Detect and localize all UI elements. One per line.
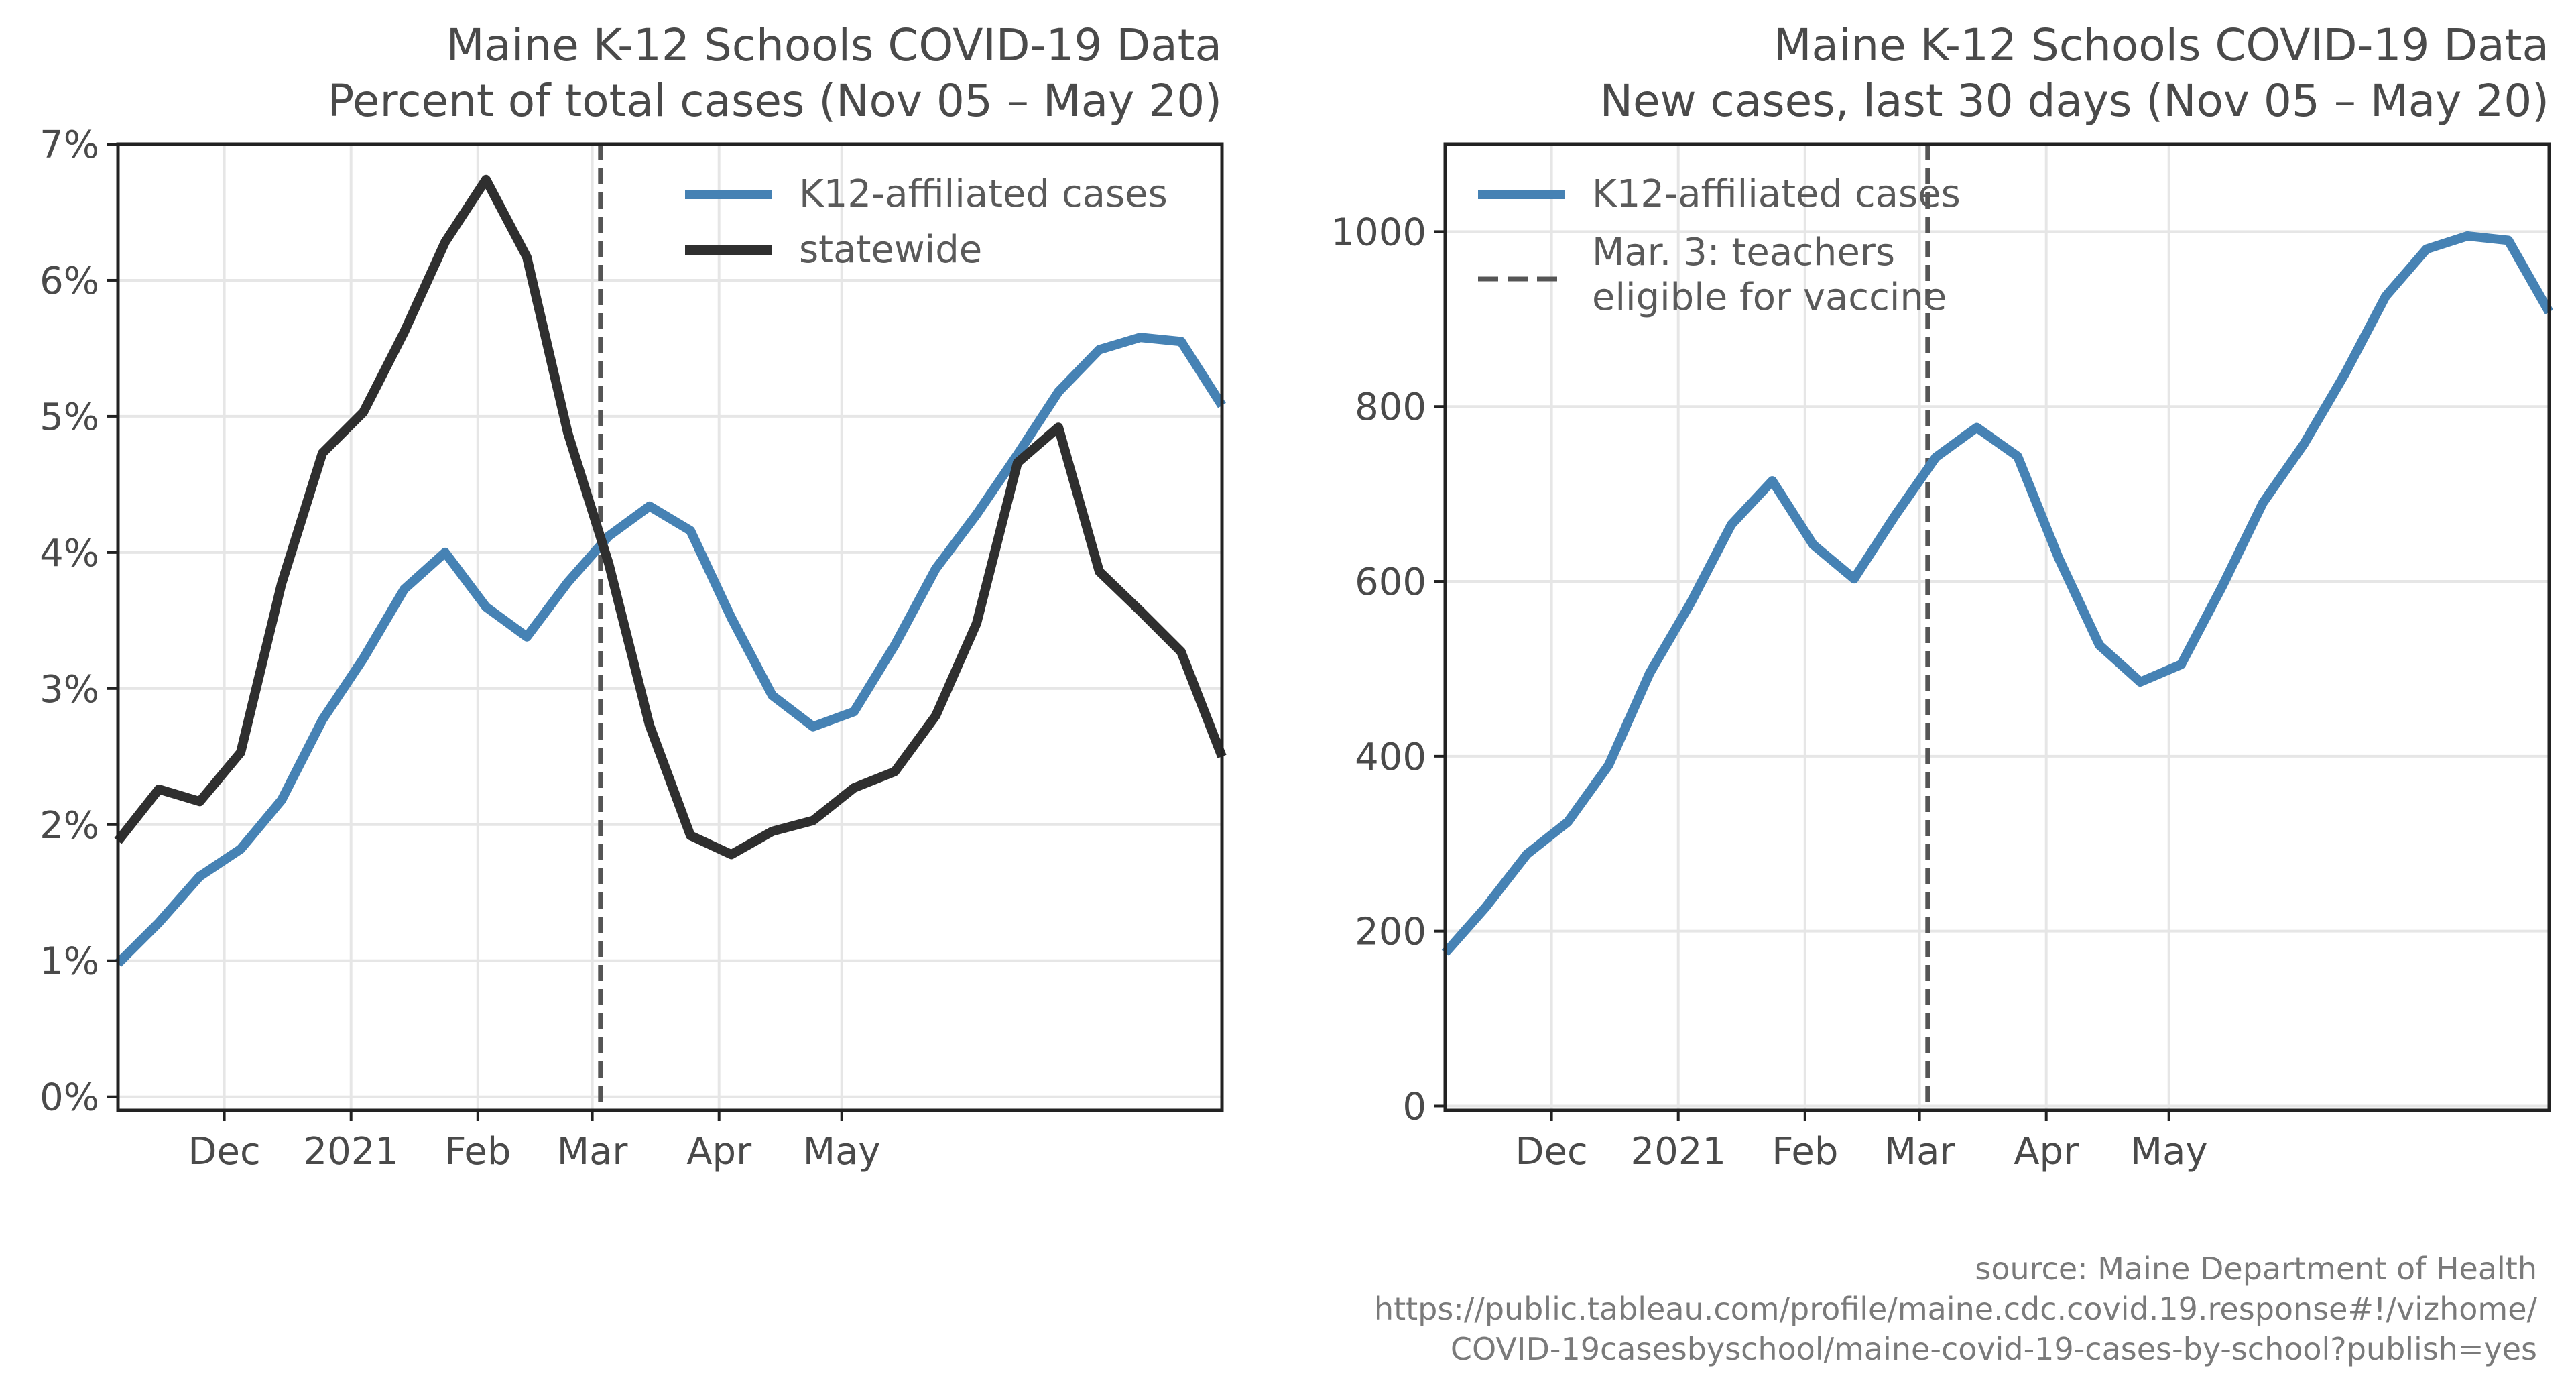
- y-tick-label: 1000: [1331, 211, 1426, 254]
- right-x-axis: Dec 2021 Feb Mar Apr May: [1515, 1110, 2208, 1173]
- y-tick-label: 0%: [40, 1076, 99, 1120]
- y-tick-label: 6%: [40, 259, 99, 303]
- y-tick-label: 7%: [40, 123, 99, 167]
- right-y-axis: 0 200 400 600 800 1000: [1331, 211, 1445, 1128]
- x-tick-label: Feb: [1772, 1130, 1838, 1173]
- legend-label-statewide: statewide: [799, 228, 982, 272]
- y-tick-label: 3%: [40, 668, 99, 711]
- left-chart-subtitle: Percent of total cases (Nov 05 – May 20): [327, 75, 1222, 127]
- left-x-axis: Dec 2021 Feb Mar Apr May: [188, 1110, 881, 1173]
- series-line-statewide: [114, 174, 1227, 860]
- left-chart-title: Maine K-12 Schools COVID-19 Data: [446, 19, 1222, 71]
- right-series-lines: [1441, 231, 2554, 956]
- series-line-k12-affiliated-cases: [115, 333, 1226, 967]
- y-tick-label: 0: [1402, 1085, 1426, 1128]
- source-line-3: COVID-19casesbyschool/maine-covid-19-cas…: [1451, 1331, 2537, 1367]
- y-tick-label: 400: [1355, 736, 1426, 779]
- legend-label-k12: K12-affiliated cases: [1592, 172, 1961, 216]
- right-chart-subtitle: New cases, last 30 days (Nov 05 – May 20…: [1600, 75, 2549, 127]
- chart-percent-of-total: Maine K-12 Schools COVID-19 Data Percent…: [40, 19, 1227, 1173]
- left-y-axis: 0% 1% 2% 3% 4% 5% 6% 7%: [40, 123, 118, 1120]
- source-note: source: Maine Department of Health https…: [1374, 1251, 2538, 1367]
- y-tick-label: 200: [1355, 911, 1426, 954]
- x-tick-label: 2021: [303, 1130, 399, 1173]
- x-tick-label: Feb: [444, 1130, 511, 1173]
- right-plot-frame: [1443, 142, 2551, 1112]
- legend-label-vaccine-line: Mar. 3: teachers eligible for vaccine: [1592, 231, 1947, 319]
- left-series-lines: [114, 174, 1227, 967]
- right-legend: K12-affiliated cases Mar. 3: teachers el…: [1478, 172, 1961, 319]
- y-tick-label: 600: [1355, 561, 1426, 604]
- x-tick-label: Mar: [557, 1130, 629, 1173]
- x-tick-label: Mar: [1884, 1130, 1956, 1173]
- x-tick-label: Apr: [2014, 1130, 2079, 1173]
- x-tick-label: May: [803, 1130, 881, 1173]
- legend-label-k12: K12-affiliated cases: [799, 172, 1168, 216]
- series-line-k12-affiliated-cases: [1441, 231, 2554, 956]
- right-chart-title: Maine K-12 Schools COVID-19 Data: [1774, 19, 2549, 71]
- left-legend: K12-affiliated cases statewide: [685, 172, 1168, 272]
- x-tick-label: May: [2130, 1130, 2208, 1173]
- y-tick-label: 5%: [40, 396, 99, 439]
- source-line-1: source: Maine Department of Health: [1975, 1251, 2537, 1287]
- right-gridlines: [1445, 144, 2549, 1110]
- y-tick-label: 4%: [40, 532, 99, 575]
- y-tick-label: 2%: [40, 804, 99, 848]
- x-tick-label: 2021: [1630, 1130, 1726, 1173]
- x-tick-label: Apr: [686, 1130, 752, 1173]
- y-tick-label: 1%: [40, 940, 99, 984]
- x-tick-label: Dec: [1515, 1130, 1587, 1173]
- source-line-2: https://public.tableau.com/profile/maine…: [1374, 1291, 2538, 1327]
- x-tick-label: Dec: [188, 1130, 260, 1173]
- left-plot-frame: [116, 142, 1224, 1112]
- y-tick-label: 800: [1355, 386, 1426, 429]
- chart-new-cases: Maine K-12 Schools COVID-19 Data New cas…: [1331, 19, 2554, 1173]
